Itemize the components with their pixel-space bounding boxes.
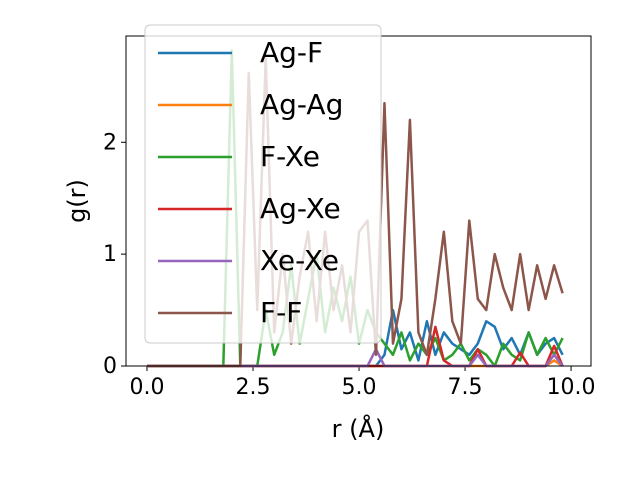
y-axis-label: g(r) xyxy=(63,179,91,223)
x-tick-label: 0.0 xyxy=(129,375,164,400)
legend-label: Ag-Ag xyxy=(260,88,343,121)
x-tick-label: 2.5 xyxy=(236,375,271,400)
y-tick-label: 2 xyxy=(103,130,117,155)
x-tick-label: 7.5 xyxy=(448,375,483,400)
legend-label: Ag-Xe xyxy=(260,192,341,225)
legend-label: Xe-Xe xyxy=(260,244,339,277)
legend-label: Ag-F xyxy=(260,36,323,69)
legend-label: F-F xyxy=(260,296,302,329)
x-tick-label: 10.0 xyxy=(547,375,596,400)
x-tick-label: 5.0 xyxy=(342,375,377,400)
legend-label: F-Xe xyxy=(260,140,320,173)
y-tick-label: 0 xyxy=(103,354,117,379)
x-axis-label: r (Å) xyxy=(332,414,385,443)
y-tick-label: 1 xyxy=(103,242,117,267)
